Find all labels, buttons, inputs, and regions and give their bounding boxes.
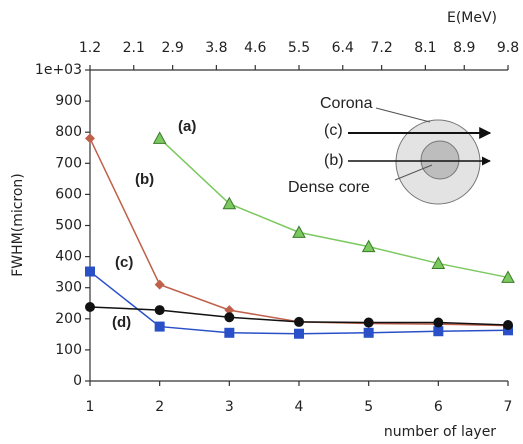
marker: [224, 305, 235, 316]
x-tick-label: 4: [295, 399, 304, 415]
x-tick-label: 2: [155, 399, 164, 415]
x2-tick-label: 9.8: [497, 40, 519, 56]
y-tick-label: 600: [55, 186, 82, 202]
marker: [154, 279, 165, 290]
x2-tick-label: 8.1: [414, 40, 436, 56]
x-tick-label: 1: [86, 399, 95, 415]
x2-tick-label: 3.8: [205, 40, 227, 56]
marker: [292, 225, 306, 238]
marker: [294, 328, 304, 339]
marker: [501, 270, 515, 283]
y-axis-label: FWHM(micron): [10, 173, 26, 277]
inset-label: (c): [324, 122, 343, 139]
leader-line: [394, 164, 433, 181]
inset-label: Dense core: [288, 179, 370, 196]
marker: [363, 327, 374, 338]
x2-axis-label: E(MeV): [447, 10, 497, 26]
marker: [154, 321, 165, 332]
marker: [224, 327, 235, 338]
marker: [294, 316, 304, 327]
x-tick-label: 6: [434, 399, 443, 415]
y-tick-label: 800: [55, 124, 82, 140]
marker: [431, 256, 446, 269]
x-tick-label: 3: [225, 399, 234, 415]
x2-tick-label: 4.6: [244, 40, 266, 56]
marker: [503, 320, 513, 331]
inset: Corona (c) (b) Dense core: [288, 95, 492, 205]
y-tick-label: 500: [55, 218, 82, 234]
x2-tick-label: 5.5: [288, 40, 310, 56]
y-tick-label: 1e+03: [35, 62, 82, 78]
x2-tick-label: 6.4: [332, 40, 354, 56]
x2-tick-label: 1.2: [79, 40, 101, 56]
y-tick-label: 700: [55, 155, 82, 171]
series-label: (b): [135, 171, 154, 188]
y-tick-label: 900: [55, 93, 82, 109]
series-label: (d): [112, 314, 131, 331]
y-tick-label: 0: [73, 373, 82, 389]
marker: [224, 312, 235, 323]
y-tick-label: 300: [55, 280, 82, 296]
marker: [85, 301, 95, 312]
marker: [433, 326, 444, 337]
x2-tick-label: 2.1: [123, 40, 145, 56]
x-tick-label: 7: [504, 399, 513, 415]
y-tick-label: 100: [55, 342, 82, 358]
x2-tick-label: 2.9: [161, 40, 183, 56]
y-tick-label: 200: [55, 311, 82, 327]
marker: [222, 196, 237, 210]
x2-tick-label: 8.9: [453, 40, 475, 56]
series-line: [159, 137, 509, 279]
inset-label: Corona: [320, 95, 373, 112]
core-circle: [420, 140, 460, 180]
marker: [152, 131, 167, 144]
marker: [361, 239, 376, 253]
marker: [363, 317, 374, 328]
marker: [433, 317, 444, 328]
inset-label: (b): [324, 152, 344, 169]
series-label: (a): [178, 118, 196, 135]
series-label: (c): [115, 254, 133, 271]
leader-line: [375, 107, 431, 123]
marker: [503, 325, 513, 336]
x2-tick-label: 7.2: [370, 40, 392, 56]
marker: [85, 266, 95, 277]
x-axis-label: number of layer: [384, 424, 496, 440]
x-tick-label: 5: [364, 399, 373, 415]
marker: [154, 305, 165, 316]
y-tick-label: 400: [55, 249, 82, 265]
marker: [85, 133, 95, 144]
